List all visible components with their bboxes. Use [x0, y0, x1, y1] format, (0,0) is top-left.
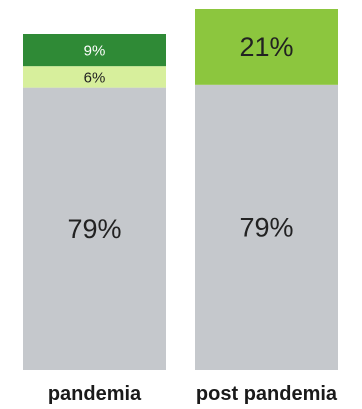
data-label-pandemia-0: 79%	[67, 214, 121, 244]
data-label-pandemia-2: 9%	[84, 43, 106, 60]
category-label-post-pandemia: post pandemia	[196, 383, 338, 405]
bars-group: 79% 6% 9% 79% 21%	[23, 9, 338, 371]
bar-segment-pandemia-0	[23, 87, 166, 371]
bar-segment-pandemia-1	[23, 66, 166, 88]
category-label-pandemia: pandemia	[48, 383, 142, 405]
data-label-post-pandemia-2: 21%	[239, 32, 293, 62]
data-label-pandemia-1: 6%	[84, 69, 106, 86]
category-labels: pandemia post pandemia	[48, 383, 338, 405]
bar-segment-post-pandemia-2	[195, 9, 338, 85]
data-label-post-pandemia-0: 79%	[239, 212, 293, 242]
bar-segment-post-pandemia-0	[195, 84, 338, 370]
bar-segment-pandemia-2	[23, 34, 166, 67]
